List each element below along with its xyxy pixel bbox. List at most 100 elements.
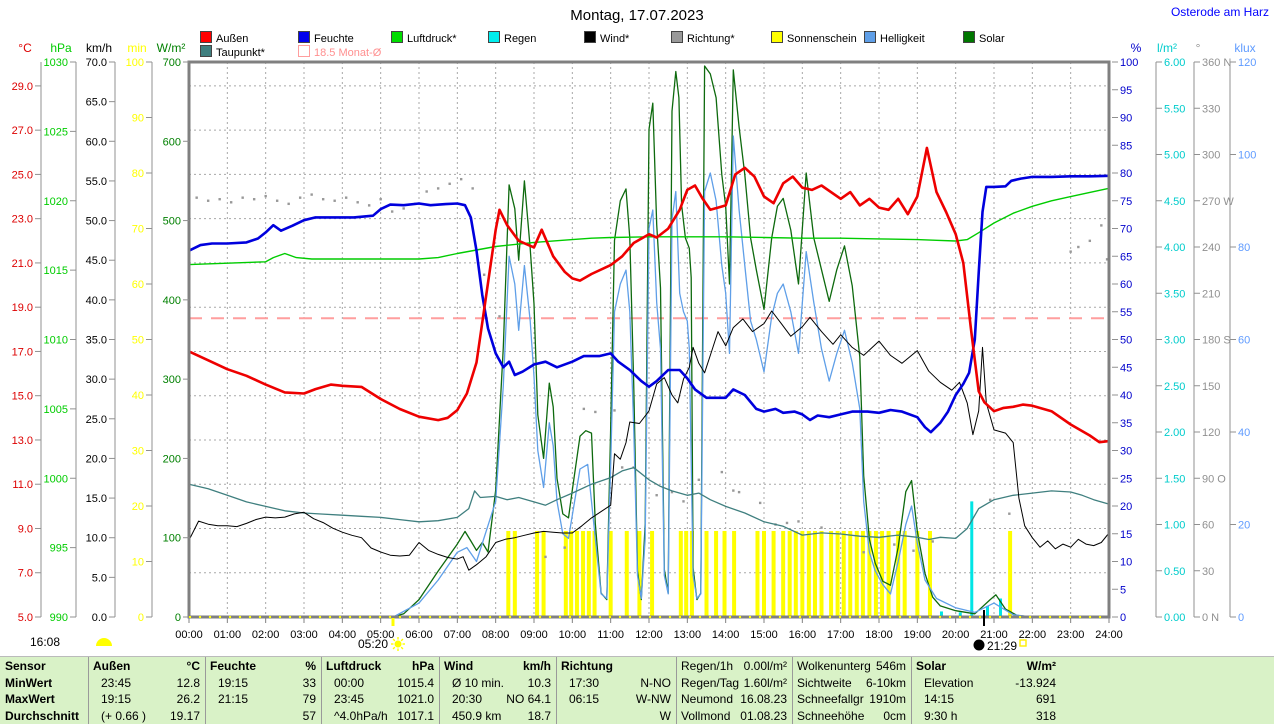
axis-tick-label: 7.0 (18, 568, 33, 580)
table-row: 19:15 26.2 (101, 692, 200, 706)
axis-tick-label: 990 (50, 612, 68, 624)
direction-dot (482, 273, 486, 276)
axis-tick-label: 100 (1238, 150, 1256, 162)
sunshine-bar (886, 530, 891, 617)
sunshine-bar (569, 530, 574, 617)
table-row: 450.9 km 18.7 (452, 708, 551, 723)
sunshine-bar (541, 530, 546, 617)
axis-tick-label: 60 (1202, 520, 1214, 532)
axis-tick-label: 4.50 (1164, 196, 1185, 208)
table-row: 00:00 1015.4 (334, 675, 434, 690)
axis-tick-label: 70 (132, 224, 144, 236)
axis-tick-label: 60 (1238, 335, 1250, 347)
table-column-wolken: Wolkenunterg 546m Sichtweite 6-10km Schneefa… (792, 657, 911, 724)
series-aussen (187, 146, 1111, 444)
direction-dot (582, 407, 586, 411)
direction-dot (620, 466, 624, 469)
direction-dot (563, 546, 566, 549)
legend-swatch-sonnenschein (771, 31, 783, 43)
legend-swatch-wind (584, 31, 596, 43)
axis-tick-label: 90 (1120, 113, 1132, 125)
legend-item-aussen: Außen (200, 31, 249, 45)
direction-dot (931, 540, 934, 543)
sunshine-bar (829, 530, 834, 617)
rain-bar (985, 605, 989, 617)
axis-tick-label: 0 (175, 612, 181, 624)
axis-tick-label: 1030 (44, 57, 68, 69)
table-row: Ø 10 min. 10.3 (452, 675, 551, 690)
table-row: 23:45 1021.0 (334, 692, 434, 706)
table-row: Richtung (561, 659, 613, 673)
sunshine-bar (812, 530, 817, 617)
table-row: Regen/Tag 1.60l/m² (681, 675, 787, 690)
axis-tick-label: 16:00 (789, 629, 817, 641)
table-row: Vollmond 01.08.23 (681, 708, 787, 723)
legend-swatch-monat-avg (298, 45, 310, 57)
sunrise-sun-icon (391, 637, 405, 651)
direction-dot (785, 521, 789, 525)
axis-tick-label: 180 S (1202, 335, 1231, 347)
series-taupunkt (188, 466, 1110, 541)
series-solar (392, 65, 1110, 618)
legend-label: Wind* (600, 33, 630, 45)
axis-tick-label: 9.0 (18, 523, 33, 535)
axis-tick-label: 40 (1120, 390, 1132, 402)
page-title: Montag, 17.07.2023 (570, 7, 704, 24)
axis-tick-label: 1.50 (1164, 473, 1185, 485)
axis-tick-label: 270 W (1202, 196, 1234, 208)
legend-label: Außen (216, 33, 249, 45)
sunshine-bar (563, 530, 568, 617)
direction-dot (820, 526, 823, 529)
axis-tick-label: 00:00 (175, 629, 203, 641)
sunshine-bar (835, 530, 840, 617)
axis-tick-label: 02:00 (252, 629, 280, 641)
table-column-luftdruck: Luftdruck hPa 00:00 1015.4 23:45 1021.0 ^4.0hP… (321, 657, 439, 724)
direction-dot (797, 520, 800, 523)
series-helligkeit (392, 135, 1110, 618)
legend-label: Richtung* (687, 33, 735, 45)
direction-dot (264, 194, 267, 198)
axis-tick-label: 300 (163, 374, 181, 386)
direction-dot (1069, 250, 1072, 253)
axis-tick-label: 100 (126, 57, 144, 69)
direction-dot (402, 207, 405, 210)
axis-tick-label: 100 (163, 533, 181, 545)
sunshine-bar (787, 530, 792, 617)
axis-tick-label: 65.0 (86, 97, 107, 109)
legend-item-helligkeit: Helligkeit (864, 31, 925, 45)
axis-tick-label: 55 (1120, 307, 1132, 319)
direction-dot (1088, 239, 1092, 243)
rain-bar (970, 501, 974, 617)
axis-tick-label: 20 (1238, 520, 1250, 532)
axis-tick-label: 03:00 (290, 629, 318, 641)
sunshine-bar (608, 530, 613, 617)
legend-item-monat-avg: 18.5 Monat-Ø (298, 45, 381, 59)
axis-tick-label: 0 (1238, 612, 1244, 624)
sunshine-bar (637, 530, 642, 617)
sunshine-bar (860, 530, 865, 617)
sunshine-bar (927, 530, 932, 617)
axis-tick-label: 5.0 (92, 572, 107, 584)
sunshine-bar (506, 530, 511, 617)
direction-dot (732, 489, 735, 492)
axis-tick-label: 25 (1120, 473, 1132, 485)
direction-dot (655, 494, 658, 497)
axis-tick-label: 27.0 (12, 125, 33, 137)
axis-tick-label: 90 (132, 113, 144, 125)
axis-tick-label: W/m² (157, 41, 186, 55)
sunshine-bar (650, 530, 655, 617)
sunshine-bar (771, 530, 776, 617)
legend-swatch-solar (963, 31, 975, 43)
series-luftdruck (188, 187, 1110, 266)
axis-tick-label: 60 (1120, 279, 1132, 291)
direction-dot (670, 490, 674, 494)
table-row-label: Durchschnitt (5, 708, 80, 723)
direction-dot (1100, 224, 1103, 227)
axis-tick-label: 85 (1120, 140, 1132, 152)
legend-label: Helligkeit (880, 33, 925, 45)
direction-dot (594, 410, 597, 414)
direction-dot (229, 201, 233, 204)
axis-tick-label: 12:00 (635, 629, 663, 641)
axis-tick-label: 23:00 (1057, 629, 1085, 641)
axis-tick-label: 11:00 (597, 629, 624, 641)
